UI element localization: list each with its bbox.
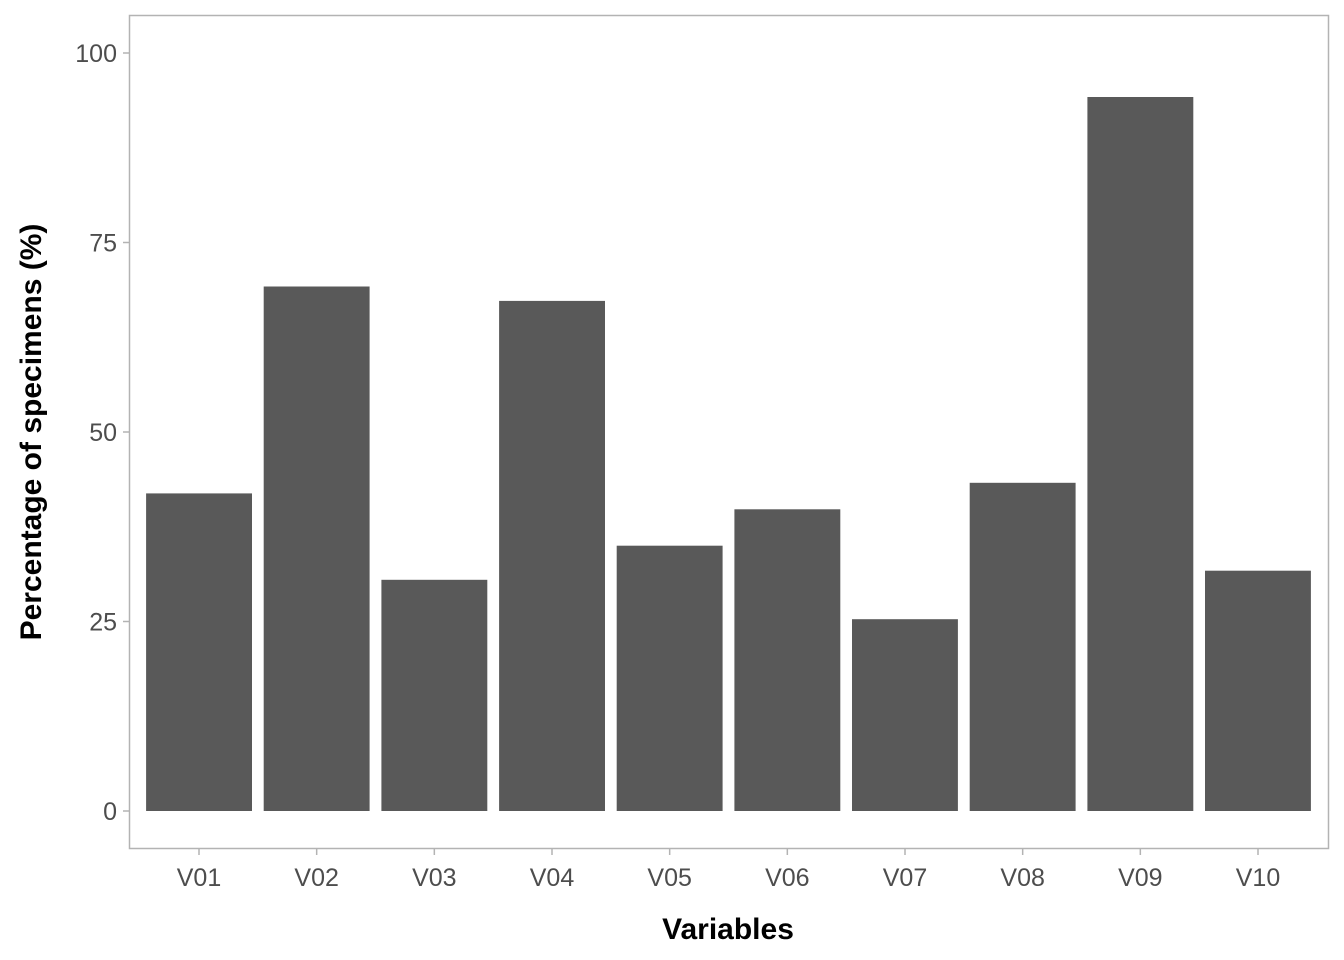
x-tick-label: V08 bbox=[1000, 864, 1044, 892]
y-tick-label: 25 bbox=[89, 609, 117, 637]
x-tick-label: V06 bbox=[765, 864, 809, 892]
bars-group bbox=[146, 97, 1311, 811]
x-axis: V01 V02 V03 V04 V05 V06 V07 V08 V09 V10 bbox=[177, 848, 1280, 892]
x-tick-label: V02 bbox=[294, 864, 338, 892]
bar-v07 bbox=[852, 619, 958, 811]
bar-v02 bbox=[263, 286, 370, 811]
bar-v05 bbox=[616, 545, 723, 811]
x-tick-label: V10 bbox=[1236, 864, 1280, 892]
x-tick-label: V03 bbox=[412, 864, 456, 892]
x-axis-title: Variables bbox=[662, 913, 794, 946]
y-axis-title: Percentage of specimens (%) bbox=[15, 224, 48, 641]
bar-v09 bbox=[1087, 97, 1194, 811]
x-tick-label: V04 bbox=[530, 864, 575, 892]
bar-v01 bbox=[146, 493, 252, 811]
bar-v10 bbox=[1205, 570, 1311, 811]
y-tick-label: 0 bbox=[103, 798, 117, 826]
y-tick-label: 75 bbox=[89, 230, 117, 258]
y-tick-label: 100 bbox=[75, 40, 117, 68]
y-tick-label: 50 bbox=[89, 419, 117, 447]
bar-v08 bbox=[969, 482, 1076, 811]
bar-v04 bbox=[499, 300, 605, 811]
x-tick-label: V09 bbox=[1118, 864, 1162, 892]
x-tick-label: V05 bbox=[647, 864, 691, 892]
bar-v03 bbox=[381, 579, 488, 811]
bar-v06 bbox=[734, 509, 841, 811]
y-axis: 0 25 50 75 100 bbox=[75, 40, 130, 826]
x-tick-label: V07 bbox=[883, 864, 927, 892]
x-tick-label: V01 bbox=[177, 864, 221, 892]
